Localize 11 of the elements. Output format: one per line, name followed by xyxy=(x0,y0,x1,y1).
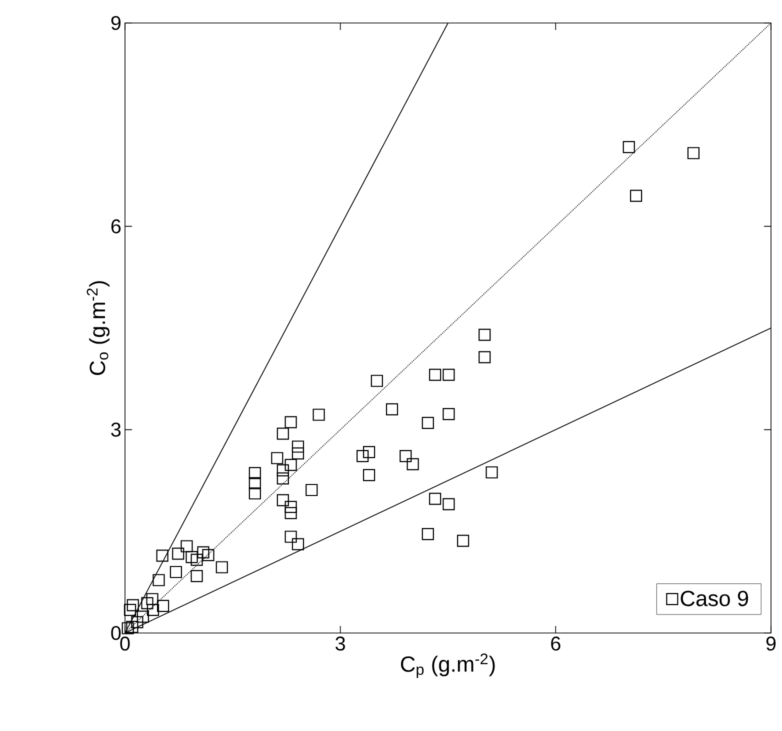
x-tick-label: 3 xyxy=(336,636,345,651)
y-tick-label: 0 xyxy=(111,626,121,640)
y-axis-title: C$_{o}$ (g.m$^{-2}$) xyxy=(86,281,110,376)
x-tick-label: 0 xyxy=(120,636,130,651)
y-tick-label: 3 xyxy=(111,422,121,437)
y-tick-label: 9 xyxy=(111,16,121,30)
x-tick-label: 9 xyxy=(766,636,776,651)
x-tick-label: 6 xyxy=(551,636,560,651)
x-axis-title: C$_{p}$ (g.m$^{-2}$) xyxy=(400,653,495,678)
y-tick-label: 6 xyxy=(111,219,121,234)
legend-label: Caso 9 xyxy=(680,590,748,606)
